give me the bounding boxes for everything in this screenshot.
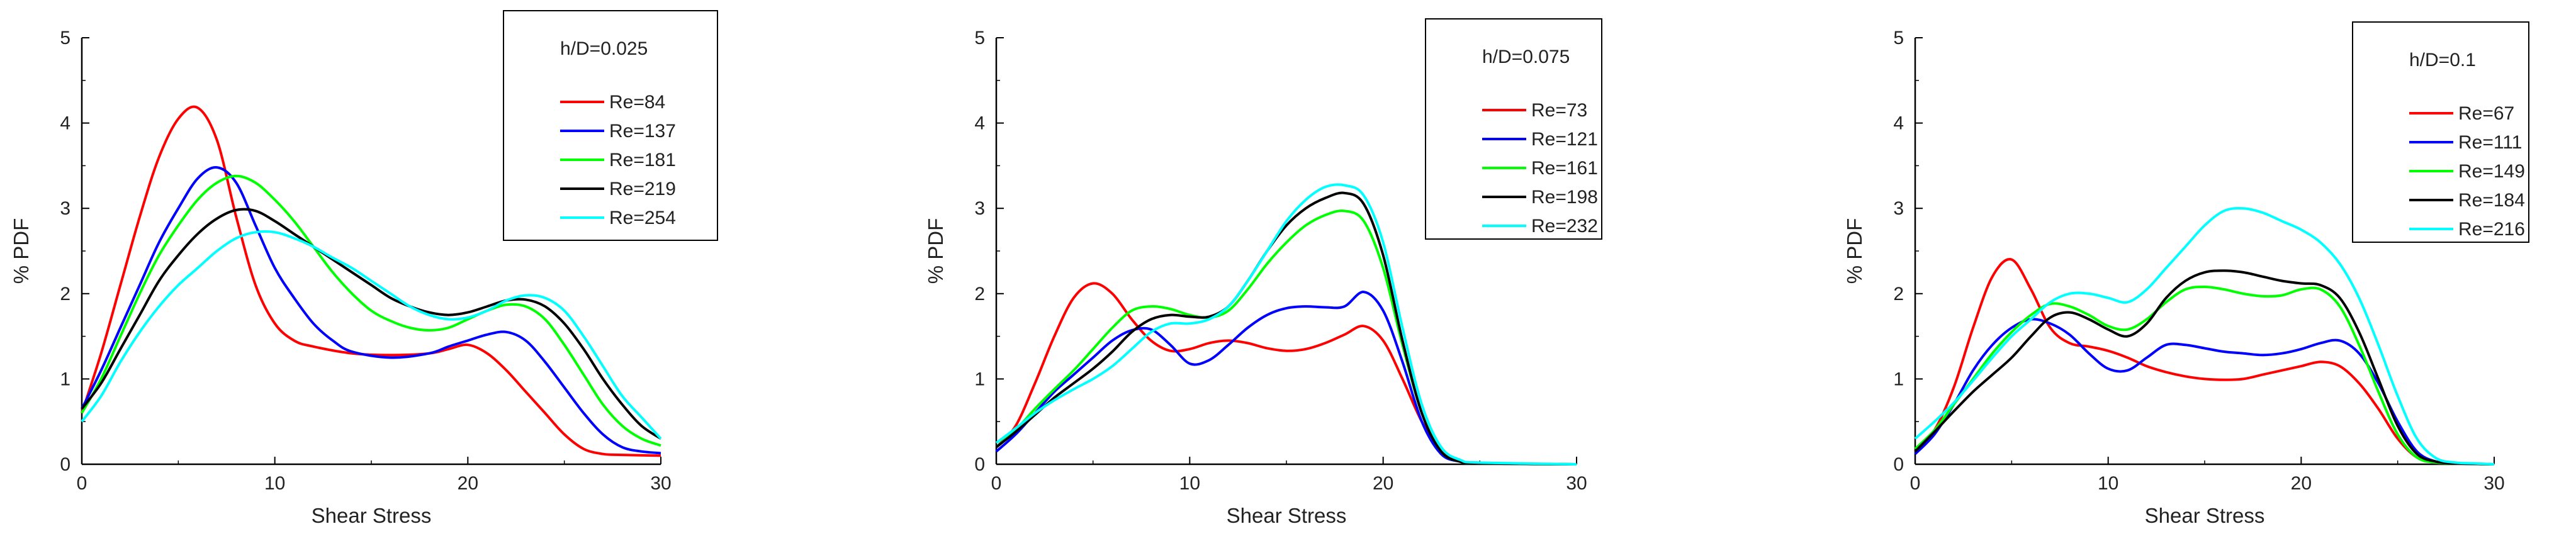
- x-tick-label: 20: [1373, 473, 1393, 494]
- legend-title: h/D=0.1: [2409, 50, 2476, 70]
- y-tick-label: 5: [974, 28, 985, 48]
- y-tick-label: 3: [60, 198, 70, 219]
- y-tick-label: 3: [1893, 198, 1904, 219]
- y-axis-label: % PDF: [924, 218, 947, 284]
- chart-panel-3: 0 1 2 3 4 5 0 10 20 30 Shear Stress % PDF h/D=0.1 Re=…: [1843, 21, 2529, 527]
- y-tick-label: 4: [1893, 113, 1904, 134]
- x-tick-label: 30: [2483, 473, 2504, 494]
- legend-box: [503, 10, 718, 241]
- x-tick-label: 0: [991, 473, 1002, 494]
- legend-entry: Re=254: [609, 208, 676, 228]
- y-tick-label: 0: [1893, 454, 1904, 475]
- y-tick-label: 3: [974, 198, 985, 219]
- x-axis-label: Shear Stress: [2145, 504, 2265, 527]
- series-line-re-73: [995, 282, 1577, 466]
- series-line-re-219: [81, 208, 662, 440]
- legend: h/D=0.075 Re=73 Re=121 Re=161 Re=198 Re=232: [1425, 18, 1602, 240]
- legend-box: [1425, 18, 1602, 240]
- y-tick-label: 4: [974, 113, 985, 134]
- legend-entry: Re=232: [1531, 216, 1598, 237]
- y-tick-label: 5: [60, 28, 70, 48]
- y-axis-label: % PDF: [1843, 218, 1866, 284]
- legend: h/D=0.025 Re=84 Re=137 Re=181 Re=219 Re=254: [503, 10, 718, 241]
- y-tick-label: 2: [60, 284, 70, 304]
- x-axis-label: Shear Stress: [1227, 504, 1347, 527]
- legend-entry: Re=181: [609, 150, 676, 170]
- y-tick-label: 0: [60, 454, 70, 475]
- legend-entry: Re=216: [2458, 219, 2525, 240]
- legend-entry: Re=137: [609, 121, 676, 142]
- x-tick-label: 0: [77, 473, 87, 494]
- y-tick-label: 4: [60, 113, 70, 134]
- x-tick-label: 10: [1179, 473, 1200, 494]
- x-tick-label: 0: [1910, 473, 1921, 494]
- legend-entry: Re=161: [1531, 158, 1598, 179]
- y-tick-label: 1: [974, 369, 985, 389]
- legend-entry: Re=198: [1531, 187, 1598, 208]
- legend-entry: Re=219: [609, 179, 676, 199]
- legend-entry: Re=73: [1531, 100, 1587, 121]
- x-axis-label: Shear Stress: [312, 504, 432, 527]
- y-tick-label: 5: [1893, 28, 1904, 48]
- y-tick-label: 1: [1893, 369, 1904, 389]
- series-line-re-232: [995, 183, 1577, 466]
- x-tick-label: 10: [2098, 473, 2118, 494]
- y-tick-label: 0: [974, 454, 985, 475]
- y-tick-label: 2: [1893, 284, 1904, 304]
- x-tick-label: 30: [1566, 473, 1587, 494]
- series-line-re-84: [81, 105, 661, 457]
- legend: h/D=0.1 Re=67 Re=111 Re=149 Re=184 Re=216: [2352, 21, 2529, 243]
- chart-panel-1: 0 1 2 3 4 5 0 10 20 30 Shear Stress % PDF h/D=0.025 R…: [9, 10, 718, 527]
- legend-entry: Re=149: [2458, 161, 2525, 182]
- series-line-re-67: [1914, 258, 2495, 466]
- legend-entry: Re=111: [2458, 132, 2522, 153]
- legend-entry: Re=84: [609, 92, 665, 113]
- x-tick-label: 30: [650, 473, 671, 494]
- legend-title: h/D=0.075: [1482, 47, 1570, 67]
- y-tick-label: 2: [974, 284, 985, 304]
- x-tick-label: 20: [458, 473, 478, 494]
- series-line-re-254: [81, 230, 662, 440]
- chart-panel-2: 0 1 2 3 4 5 0 10 20 30 Shear Stress % PDF h/D=0.075 R…: [924, 18, 1602, 527]
- y-axis-label: % PDF: [9, 218, 33, 284]
- series-line-re-161: [995, 209, 1577, 466]
- legend-title: h/D=0.025: [560, 38, 648, 59]
- legend-box: [2352, 21, 2529, 243]
- legend-entry: Re=67: [2458, 103, 2514, 124]
- x-tick-label: 20: [2291, 473, 2312, 494]
- series-line-re-216: [1914, 206, 2495, 466]
- series-line-re-137: [81, 166, 661, 455]
- y-tick-label: 1: [60, 369, 70, 389]
- series-line-re-149: [1914, 286, 2495, 466]
- series-line-re-181: [81, 174, 661, 447]
- series-line-re-184: [1914, 269, 2495, 466]
- legend-entry: Re=184: [2458, 190, 2525, 211]
- legend-entry: Re=121: [1531, 129, 1598, 150]
- series-line-re-121: [995, 291, 1577, 466]
- x-tick-label: 10: [264, 473, 285, 494]
